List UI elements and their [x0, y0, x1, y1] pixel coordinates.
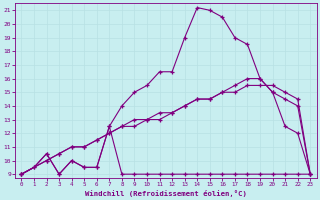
X-axis label: Windchill (Refroidissement éolien,°C): Windchill (Refroidissement éolien,°C)	[85, 190, 247, 197]
